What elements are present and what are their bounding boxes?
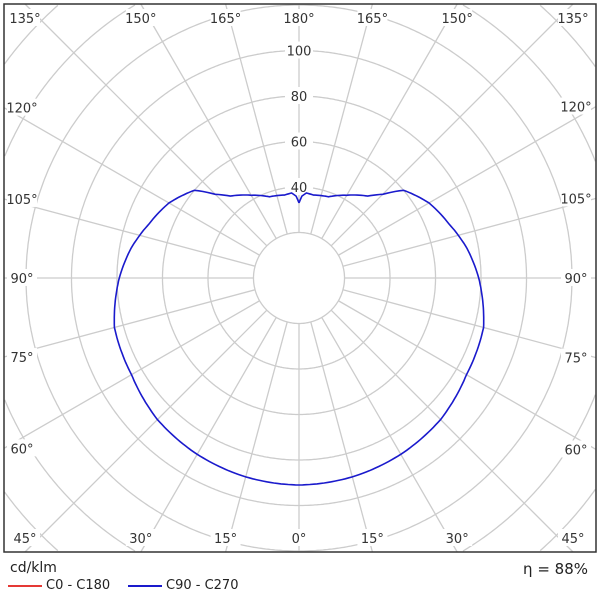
grid-spoke	[24, 3, 268, 247]
angle-label-bg	[284, 9, 314, 26]
angle-label: 0°	[292, 532, 307, 547]
angle-label: 135°	[9, 12, 40, 27]
radial-label-bg	[285, 87, 313, 104]
angle-label: 150°	[442, 12, 473, 27]
grid-spoke	[338, 105, 597, 256]
angle-label-bg	[558, 9, 588, 26]
grid-spoke	[342, 197, 597, 267]
grid-spoke	[140, 3, 277, 239]
angle-label: 120°	[560, 101, 591, 116]
angle-label: 75°	[564, 352, 587, 367]
legend-item-c90: C90 - C270	[128, 578, 238, 593]
grid-ring	[462, 394, 596, 552]
angle-label: 45°	[13, 532, 36, 547]
legend-swatch-blue	[128, 584, 162, 587]
grid-ring	[252, 231, 346, 325]
grid-ring	[4, 399, 136, 552]
grid-spoke	[224, 3, 288, 235]
angle-label: 165°	[357, 12, 388, 27]
grid-spoke	[342, 289, 597, 359]
grid-spoke	[3, 107, 260, 256]
angle-label: 45°	[561, 532, 584, 547]
grid-spoke	[24, 309, 268, 553]
angle-label: 120°	[6, 102, 37, 117]
angle-label: 60°	[10, 442, 33, 457]
angle-label: 105°	[560, 192, 591, 207]
radial-tick-label: 100	[287, 45, 312, 60]
series-curve-c90-c270	[113, 189, 485, 486]
chart-frame	[3, 3, 597, 553]
angle-label-bg	[558, 529, 588, 546]
grid-ring	[3, 491, 59, 552]
radial-tick-label: 40	[291, 181, 308, 196]
grid-spoke	[310, 3, 374, 235]
angle-label: 90°	[10, 272, 33, 287]
angle-label: 180°	[283, 12, 314, 27]
grid-spoke	[330, 309, 574, 553]
radial-tick-label: 80	[291, 90, 308, 105]
unit-label: cd/klm	[10, 560, 57, 576]
angle-label: 90°	[564, 272, 587, 287]
angle-label-bg	[7, 189, 37, 207]
grid-spoke	[140, 317, 277, 553]
grid-ring	[539, 489, 596, 552]
radial-tick-label: 60	[291, 136, 308, 151]
grid-spoke	[3, 198, 256, 267]
angle-label: 30°	[446, 532, 469, 547]
angle-label-bg	[357, 529, 388, 546]
efficiency-label: η = 88%	[523, 560, 588, 578]
radial-label-bg	[285, 132, 313, 150]
angle-label-bg	[125, 529, 156, 546]
legend-label: C0 - C180	[46, 578, 111, 593]
legend-item-c0: C0 - C180	[8, 578, 110, 593]
grid-spoke	[310, 321, 374, 553]
angle-label-bg	[442, 9, 473, 26]
angle-label-bg	[7, 269, 37, 286]
angle-label-bg	[561, 348, 591, 366]
grid-ring	[539, 4, 596, 67]
grid-spoke	[321, 3, 458, 239]
angle-label: 150°	[125, 12, 156, 27]
legend-label: C90 - C270	[166, 578, 239, 593]
angle-label-bg	[561, 440, 591, 458]
grid-ring	[3, 4, 59, 65]
angle-label: 60°	[564, 443, 587, 458]
angle-label-bg	[10, 9, 40, 26]
angle-label: 15°	[361, 532, 384, 547]
angle-label-bg	[442, 529, 473, 546]
angle-label-bg	[7, 439, 37, 457]
angle-label: 165°	[210, 12, 241, 27]
grid-spoke	[321, 317, 458, 553]
angle-label-bg	[10, 529, 40, 546]
legend-swatch-red	[8, 584, 42, 587]
angle-label-bg	[125, 9, 156, 26]
angle-label-bg	[561, 189, 591, 207]
angle-label-bg	[210, 9, 241, 26]
grid-spoke	[224, 321, 288, 553]
angle-label: 30°	[129, 532, 152, 547]
angle-label: 105°	[6, 193, 37, 208]
grid-spoke	[338, 300, 597, 451]
angle-label: 15°	[214, 532, 237, 547]
grid-spoke	[3, 289, 256, 358]
angle-label: 75°	[10, 351, 33, 366]
grid-ring	[4, 4, 136, 157]
angle-label-bg	[561, 269, 591, 286]
angle-label-bg	[7, 98, 37, 116]
angle-label: 135°	[557, 12, 588, 27]
angle-label-bg	[284, 529, 314, 546]
grid-ring	[462, 4, 596, 162]
radial-label-bg	[285, 41, 313, 59]
angle-label-bg	[357, 9, 388, 26]
radial-label-bg	[285, 178, 313, 195]
angle-label-bg	[210, 529, 241, 546]
angle-label-bg	[7, 348, 37, 366]
grid-spoke	[330, 3, 574, 247]
angle-label-bg	[561, 97, 591, 115]
